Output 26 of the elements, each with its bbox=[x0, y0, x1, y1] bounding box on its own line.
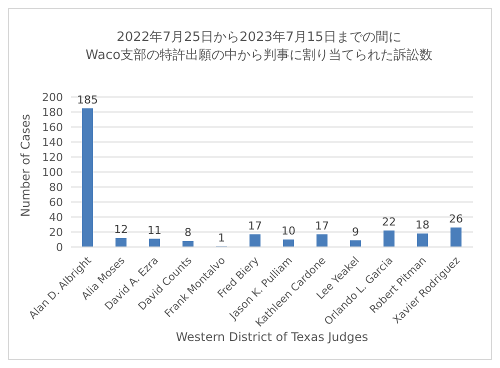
data-label: 22 bbox=[382, 216, 396, 228]
y-tick-label: 40 bbox=[49, 210, 63, 224]
y-tick-label: 160 bbox=[42, 120, 63, 134]
y-tick-label: 80 bbox=[49, 180, 63, 194]
data-label: 17 bbox=[248, 219, 262, 232]
data-label: 12 bbox=[114, 223, 128, 236]
y-tick-label: 20 bbox=[49, 226, 63, 239]
y-tick-label: 100 bbox=[42, 166, 63, 179]
data-label: 8 bbox=[184, 226, 192, 239]
y-tick-label: 0 bbox=[56, 240, 63, 254]
y-tick-label: 60 bbox=[49, 196, 63, 209]
data-label: 18 bbox=[416, 218, 430, 232]
data-label: 11 bbox=[148, 224, 162, 237]
y-axis-title: Number of Cases bbox=[18, 114, 32, 217]
x-axis-title: Western District of Texas Judges bbox=[176, 330, 368, 344]
data-label: 26 bbox=[449, 212, 463, 226]
y-tick-label: 140 bbox=[42, 136, 63, 149]
data-label: 185 bbox=[77, 93, 98, 106]
data-label: 1 bbox=[218, 231, 225, 244]
y-tick-label: 120 bbox=[42, 150, 63, 164]
data-label: 10 bbox=[282, 224, 296, 238]
data-label: 9 bbox=[352, 225, 359, 238]
y-tick-label: 180 bbox=[42, 106, 63, 119]
chart-title: 2022年7月25日から2023年7月15日までの間に Waco支部の特許出願の中から判事に割り当てられた訴訟数 bbox=[85, 30, 433, 63]
data-label: 17 bbox=[315, 219, 329, 232]
y-tick-label: 200 bbox=[42, 90, 63, 104]
